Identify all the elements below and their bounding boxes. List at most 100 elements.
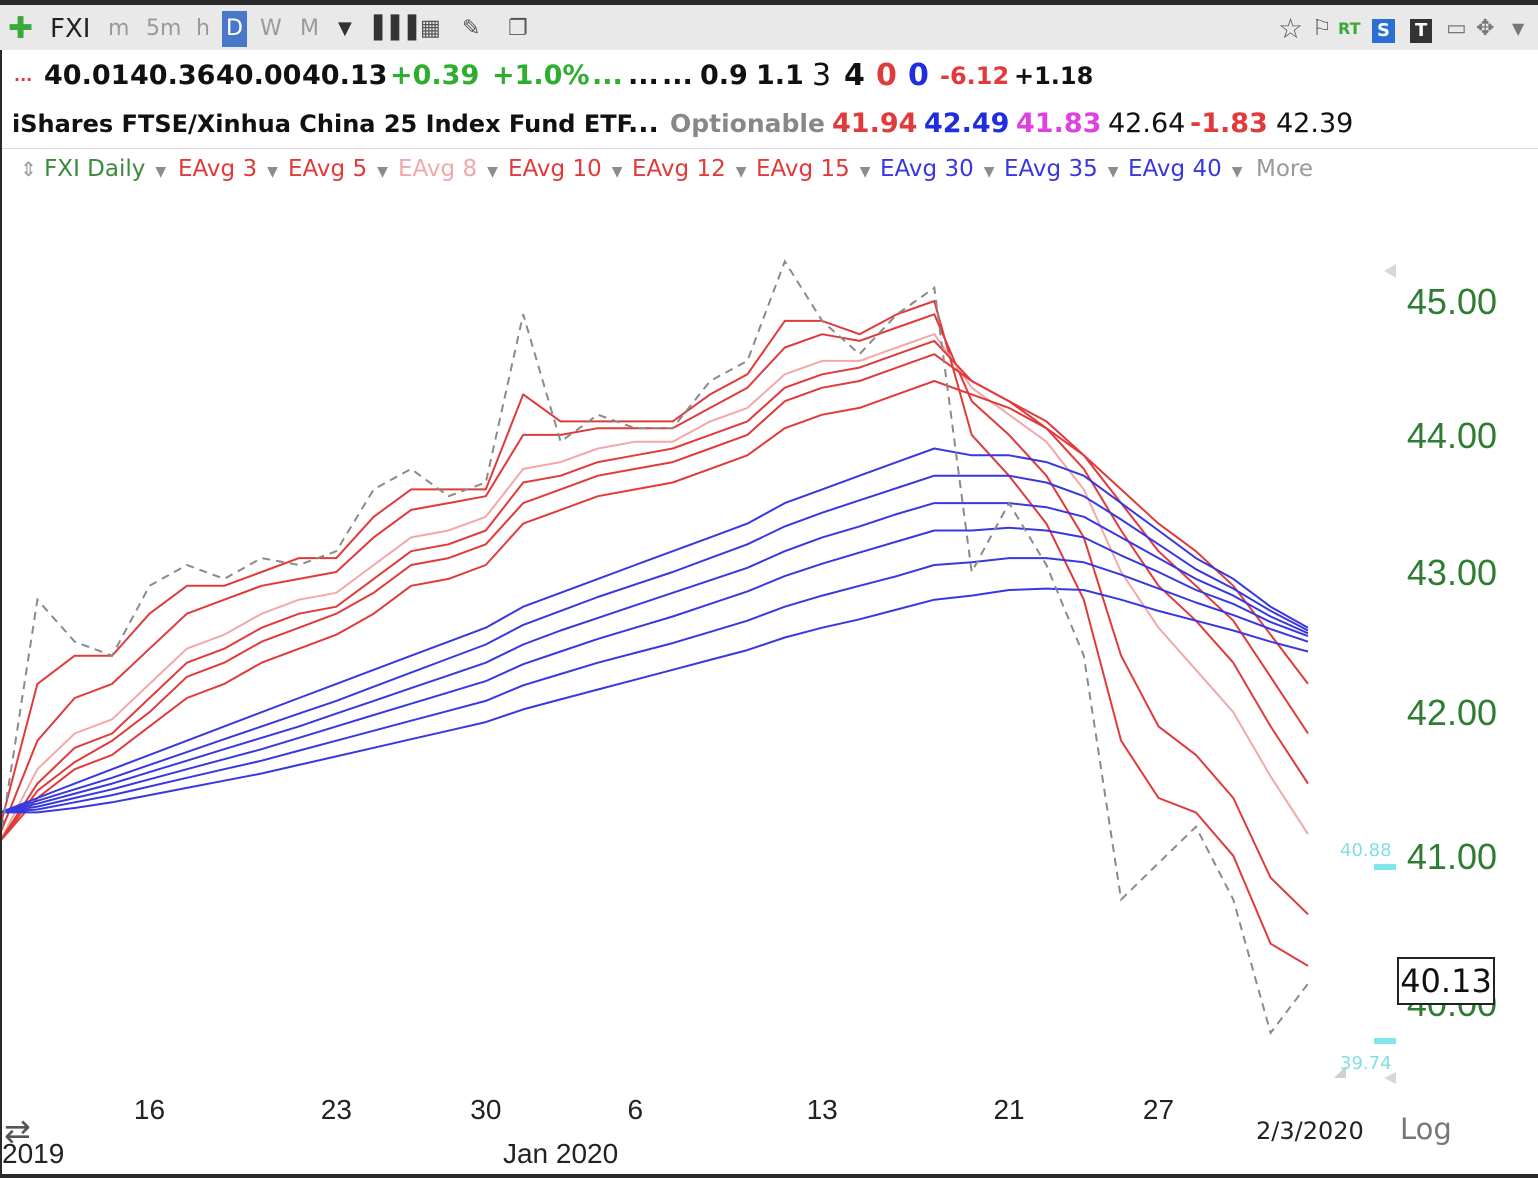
scroll-up-arrow-icon[interactable] (1384, 264, 1396, 278)
price-dashed-line (0, 259, 1309, 1036)
indicator-bar: ⇕ FXI Daily ▼ EAvg 3 ▼ EAvg 5 ▼ EAvg 8 ▼ EAv… (0, 148, 1538, 189)
y-tick-label: 43.00 (1407, 552, 1497, 593)
ema-line-9 (0, 526, 1309, 814)
window-border-left (0, 50, 2, 1178)
chevron-down-icon: ▼ (377, 164, 388, 180)
copy-icon[interactable]: ❐ (508, 16, 528, 41)
ema-40-button[interactable]: EAvg 40 ▼ (1128, 153, 1243, 188)
quote-row: ... 40.01 40.36 40.00 40.13 +0.39 +1.0% … (0, 56, 1538, 100)
ema-line-8 (0, 502, 1309, 814)
period-monthly-button[interactable]: M (300, 16, 319, 41)
ema-8-label: EAvg 8 (398, 156, 478, 182)
y-tick-label: 44.00 (1407, 415, 1497, 456)
quote-value-2: 1.1 (756, 60, 804, 91)
period-hour-button[interactable]: h (196, 16, 210, 41)
resize-corner-icon[interactable] (1334, 1066, 1346, 1078)
log-scale-toggle[interactable]: Log (1400, 1112, 1452, 1146)
period-minute-button[interactable]: m (108, 16, 130, 41)
chevron-down-icon: ▼ (983, 164, 995, 180)
quote-close: 40.13 (302, 60, 388, 91)
ema-10-label: EAvg 10 (508, 156, 602, 182)
upper-tag-marker (1374, 864, 1396, 870)
ema-12-label: EAvg 12 (632, 156, 726, 182)
ema-line-0 (0, 300, 1309, 967)
y-tick-label: 41.00 (1407, 836, 1497, 877)
price-line (0, 259, 1309, 1036)
ema-line-2 (0, 333, 1309, 842)
quote-prefix: ... (14, 66, 33, 85)
quote-count-3: 0 (876, 58, 897, 93)
ema-line-1 (0, 313, 1309, 916)
x-day-label: 6 (628, 1094, 644, 1125)
ema-10-button[interactable]: EAvg 10 ▼ (508, 153, 623, 188)
period-dropdown-icon[interactable]: ▼ (338, 18, 352, 39)
lower-price-tag: 39.74 (1340, 1053, 1392, 1074)
more-button[interactable]: More (1256, 156, 1314, 182)
scroll-down-arrow-icon[interactable] (1384, 1072, 1396, 1084)
ema-35-label: EAvg 35 (1004, 156, 1098, 182)
period-daily-button[interactable]: D (222, 11, 247, 47)
ema-12-button[interactable]: EAvg 12 ▼ (632, 153, 747, 188)
realtime-badge[interactable]: RT (1338, 19, 1361, 38)
add-symbol-icon[interactable]: ✚ (8, 11, 34, 46)
info-price-3: 41.83 (1016, 108, 1102, 139)
info-price-5: -1.83 (1190, 108, 1268, 139)
ema-15-label: EAvg 15 (756, 156, 850, 182)
ema-15-button[interactable]: EAvg 15 ▼ (756, 153, 871, 188)
quote-negative: -6.12 (940, 62, 1010, 90)
x-axis: 16 23 30 6 13 21 27 2019 Jan 2020 (2, 1094, 1174, 1169)
ema-30-button[interactable]: EAvg 30 ▼ (880, 153, 995, 188)
s-badge[interactable]: S (1372, 19, 1395, 43)
quote-count-4: 0 (908, 58, 929, 93)
favorite-star-icon[interactable]: ☆ (1278, 12, 1304, 45)
fund-name: iShares FTSE/Xinhua China 25 Index Fund … (12, 110, 633, 138)
info-price-4: 42.64 (1108, 108, 1186, 139)
quote-dots-3: ... (662, 60, 693, 91)
chevron-down-icon: ▼ (267, 164, 278, 180)
quote-value-1: 0.9 (700, 60, 748, 91)
ema-line-5 (0, 380, 1309, 842)
period-weekly-button[interactable]: W (260, 16, 282, 41)
toolbar-symbol[interactable]: FXI (50, 14, 91, 44)
x-day-label: 27 (1143, 1094, 1174, 1125)
ema-line-11 (0, 587, 1309, 814)
ema-3-button[interactable]: EAvg 3 ▼ (178, 153, 278, 188)
period-5min-button[interactable]: 5m (146, 16, 182, 41)
ema-8-button[interactable]: EAvg 8 ▼ (398, 153, 498, 188)
quote-change-pct: +1.0% (492, 60, 590, 91)
chevron-down-icon: ▼ (1231, 164, 1243, 180)
quote-dots-1: ... (592, 60, 623, 91)
chevron-down-icon: ▼ (155, 164, 167, 180)
chevron-down-icon: ▼ (859, 164, 871, 180)
ema-3-label: EAvg 3 (178, 156, 258, 182)
ema-5-label: EAvg 5 (288, 156, 368, 182)
t-badge[interactable]: T (1410, 19, 1433, 43)
pencil-icon[interactable]: ✎ (462, 16, 481, 41)
ema-35-button[interactable]: EAvg 35 ▼ (1004, 153, 1119, 188)
info-dots: ... (628, 108, 659, 139)
flag-icon[interactable]: ⚐ (1312, 16, 1332, 41)
chevron-down-icon: ▼ (735, 164, 747, 180)
quote-dots-2: ... (628, 60, 659, 91)
x-day-label: 23 (321, 1094, 352, 1125)
x-day-label: 30 (470, 1094, 501, 1125)
ema-5-button[interactable]: EAvg 5 ▼ (288, 153, 388, 188)
grid-add-icon[interactable]: ▦ (420, 16, 441, 41)
info-price-1: 41.94 (832, 108, 918, 139)
bar-chart-icon[interactable]: ▌▌▌ (374, 16, 425, 41)
move-icon[interactable]: ✥ (1476, 16, 1495, 41)
quote-low: 40.00 (216, 60, 302, 91)
menu-dropdown-icon[interactable]: ▼ (1512, 19, 1525, 38)
last-price-box: 40.13 (1397, 957, 1495, 1005)
last-date-label: 2/3/2020 (1256, 1117, 1364, 1145)
chevron-down-icon: ▼ (487, 164, 498, 180)
window-icon[interactable]: ▭ (1446, 16, 1467, 41)
ema-line-6 (0, 447, 1309, 814)
refresh-icon[interactable]: ⇄ (4, 1112, 31, 1150)
info-price-6: 42.39 (1276, 108, 1354, 139)
chart-toolbar: ✚ FXI m 5m h D W M ▼ ▌▌▌ ▦ ✎ ❐ ☆ ⚐ RT S … (0, 0, 1538, 50)
y-tick-label: 42.00 (1407, 692, 1497, 733)
symbol-daily-button[interactable]: ⇕ FXI Daily ▼ (20, 153, 166, 188)
